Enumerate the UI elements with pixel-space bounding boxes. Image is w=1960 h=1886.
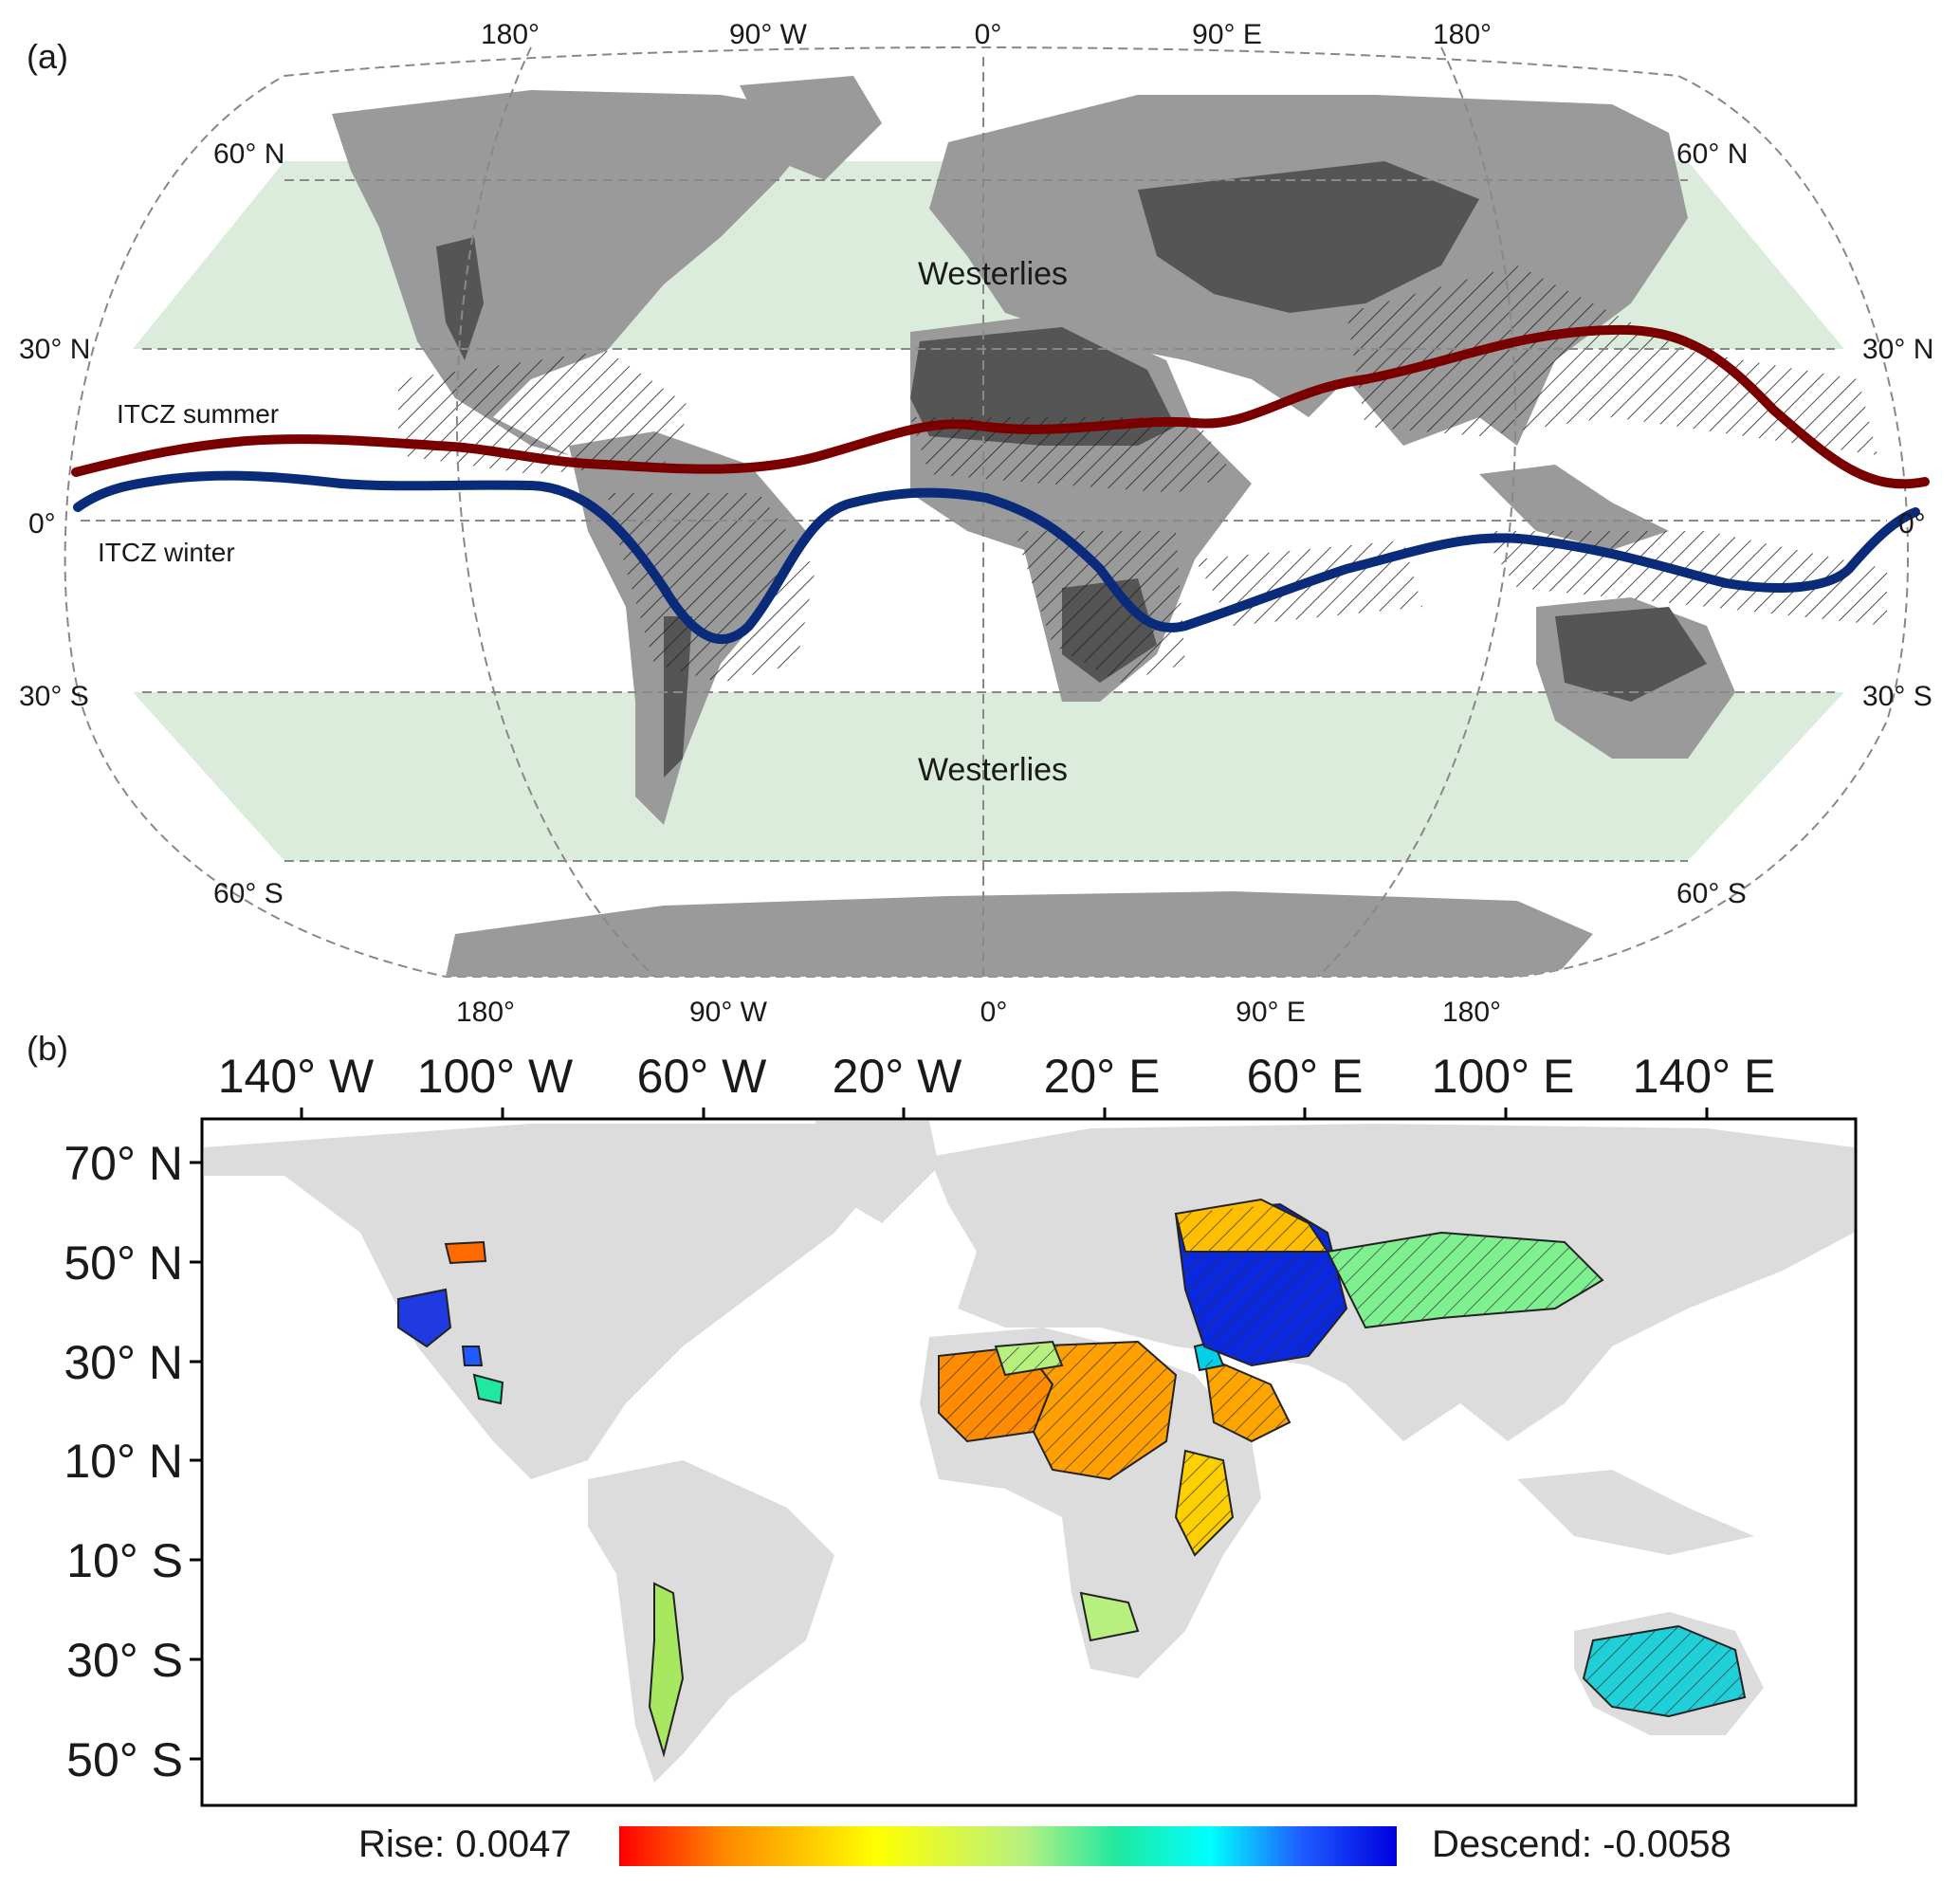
lat-label-right: 60° S bbox=[1676, 878, 1747, 909]
itcz-summer-line bbox=[71, 324, 1930, 489]
lat-tick-label: 50° S bbox=[66, 1733, 183, 1786]
trend-southern-africa bbox=[1079, 1591, 1140, 1642]
itcz-winter-line bbox=[73, 470, 1920, 645]
trend-andes bbox=[648, 1582, 685, 1758]
lat-tick-label: 30° S bbox=[66, 1634, 183, 1687]
lat-label-left: 60° S bbox=[213, 878, 284, 909]
lon-tick-label: 140° E bbox=[1633, 1050, 1776, 1103]
lon-label-bottom: 90° W bbox=[689, 997, 768, 1028]
lon-label-top: 180° bbox=[481, 19, 540, 50]
lon-tick-label: 60° E bbox=[1247, 1050, 1364, 1103]
lon-label-bottom: 180° bbox=[456, 997, 515, 1028]
westerlies-south-label: Westerlies bbox=[918, 752, 1068, 788]
lon-label-bottom: 90° E bbox=[1236, 997, 1306, 1028]
lat-label-right: 30° N bbox=[1862, 334, 1933, 365]
monsoon-hatch-a bbox=[398, 266, 1887, 683]
lon-tick-label: 100° E bbox=[1432, 1050, 1575, 1103]
lat-ticks-b bbox=[190, 1161, 202, 1761]
colorbar-descend-label: Descend: -0.0058 bbox=[1432, 1823, 1731, 1865]
trend-mexico bbox=[472, 1373, 504, 1405]
lon-tick-label: 100° W bbox=[417, 1050, 574, 1103]
lat-tick-label: 70° N bbox=[64, 1137, 183, 1190]
lat-label-right: 0° bbox=[1898, 508, 1926, 540]
lat-label-left: 60° N bbox=[213, 138, 284, 170]
lat-label-left: 30° S bbox=[19, 681, 89, 712]
lat-label-left: 0° bbox=[28, 508, 56, 540]
trend-us-southwest bbox=[461, 1346, 484, 1366]
lon-label-top: 90° E bbox=[1192, 19, 1262, 50]
panel-b: (b) bbox=[27, 1029, 1858, 1866]
lat-tick-label: 10° S bbox=[66, 1534, 183, 1587]
lat-tick-label: 10° N bbox=[64, 1435, 183, 1488]
panel-b-label: (b) bbox=[27, 1029, 68, 1068]
graticule-a bbox=[81, 46, 1887, 978]
trend-us-north bbox=[444, 1240, 487, 1265]
lon-label-top: 0° bbox=[975, 19, 1002, 50]
lon-label-top: 90° W bbox=[729, 19, 808, 50]
lat-label-left: 30° N bbox=[19, 334, 90, 365]
lon-tick-label: 140° W bbox=[218, 1050, 375, 1103]
westerlies-north-label: Westerlies bbox=[918, 256, 1068, 292]
lon-label-bottom: 0° bbox=[980, 997, 1008, 1028]
trend-us-west bbox=[397, 1288, 452, 1348]
lon-label-top: 180° bbox=[1433, 19, 1492, 50]
lon-tick-label: 60° W bbox=[637, 1050, 768, 1103]
panel-a: (a) bbox=[19, 19, 1933, 1028]
lon-tick-label: 20° W bbox=[833, 1050, 963, 1103]
lat-label-right: 60° N bbox=[1676, 138, 1748, 170]
significance-hatch-b bbox=[939, 1204, 1745, 1716]
itcz-winter-label: ITCZ winter bbox=[98, 538, 235, 567]
lon-ticks-b bbox=[300, 1108, 1709, 1119]
lat-tick-label: 50° N bbox=[64, 1236, 183, 1290]
colorbar-rise-label: Rise: 0.0047 bbox=[358, 1823, 572, 1865]
lat-label-right: 30° S bbox=[1862, 681, 1933, 712]
itcz-summer-label: ITCZ summer bbox=[117, 399, 279, 429]
lat-tick-label: 30° N bbox=[64, 1336, 183, 1389]
lon-tick-label: 20° E bbox=[1044, 1050, 1161, 1103]
panel-a-label: (a) bbox=[27, 37, 68, 76]
lon-label-bottom: 180° bbox=[1442, 997, 1501, 1028]
westerlies-band-south bbox=[133, 692, 1844, 861]
colorbar-gradient bbox=[619, 1826, 1397, 1866]
